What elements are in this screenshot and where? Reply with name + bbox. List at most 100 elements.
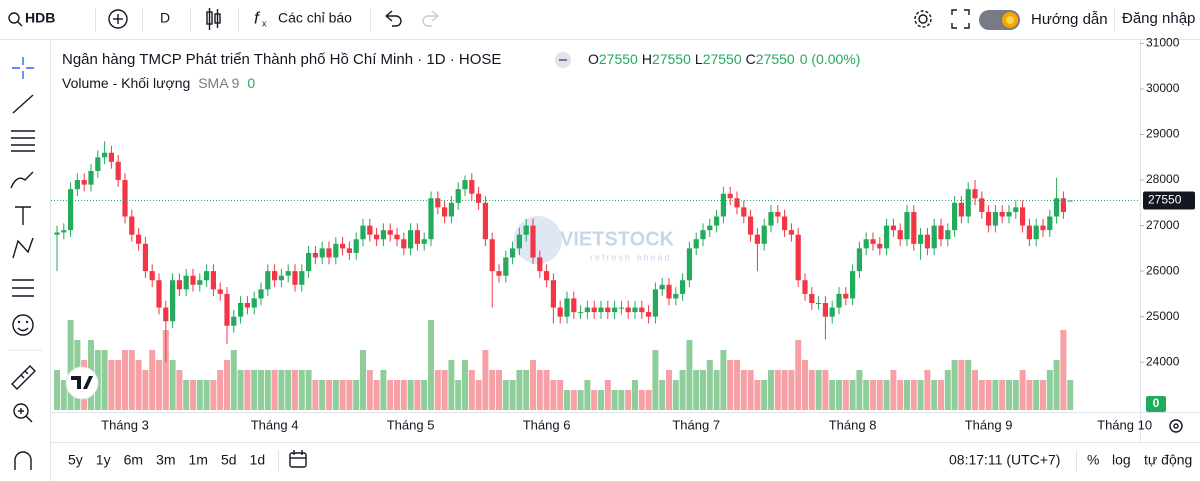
volume-bar: [924, 370, 931, 410]
range-button[interactable]: 5d: [221, 452, 237, 468]
candle-body: [210, 271, 216, 290]
settings-button[interactable]: [914, 10, 932, 28]
volume-bar: [802, 360, 808, 410]
volume-bar: [67, 320, 74, 410]
undo-button[interactable]: [385, 10, 402, 27]
ruler-tool[interactable]: [11, 365, 36, 390]
magnet-tool[interactable]: [14, 451, 32, 470]
volume-bar: [285, 370, 292, 410]
range-button[interactable]: 6m: [124, 452, 143, 468]
candle-body: [74, 180, 80, 190]
volume-bar: [346, 380, 353, 410]
hide-button[interactable]: [555, 52, 571, 68]
range-button[interactable]: 3m: [156, 452, 175, 468]
auto-toggle[interactable]: tự động: [1144, 452, 1192, 468]
text-tool[interactable]: [15, 206, 31, 225]
fib-tool[interactable]: [11, 130, 35, 152]
crosshair-tool[interactable]: [12, 57, 34, 79]
interval[interactable]: D: [160, 10, 170, 26]
candle-body: [734, 198, 740, 208]
candle-body: [81, 180, 87, 185]
candle-body: [285, 271, 291, 276]
theme-toggle[interactable]: [979, 10, 1020, 30]
candle-body: [442, 207, 448, 217]
icon-tool[interactable]: [12, 314, 34, 336]
range-button[interactable]: 1m: [189, 452, 208, 468]
ohlc-prefix: L: [695, 51, 703, 67]
compare-button[interactable]: [108, 9, 128, 29]
range-button[interactable]: 1y: [96, 452, 111, 468]
candle-body: [557, 307, 563, 317]
redo-button[interactable]: [422, 10, 439, 27]
range-button[interactable]: 1d: [250, 452, 266, 468]
candle-body: [999, 211, 1005, 217]
fullscreen-button[interactable]: [951, 9, 970, 29]
candle-body: [591, 307, 597, 313]
candle-body: [884, 225, 890, 249]
x-tick-label: Tháng 3: [101, 417, 149, 432]
candle-body: [972, 189, 978, 199]
candle-body: [258, 289, 264, 299]
guide-link[interactable]: Hướng dẫn: [1031, 11, 1108, 28]
volume-bar: [876, 380, 883, 410]
candle-body: [482, 202, 488, 240]
percent-toggle[interactable]: %: [1087, 452, 1099, 468]
candle-body: [530, 225, 536, 258]
ohlc-value: 27550: [599, 51, 638, 67]
candle-body: [578, 312, 584, 314]
candle-body: [435, 198, 441, 208]
symbol-search[interactable]: HDB: [8, 10, 55, 27]
volume-bar: [1026, 380, 1033, 410]
volume-bar: [400, 380, 407, 410]
volume-bar: [611, 390, 618, 410]
date-range-button[interactable]: [289, 450, 307, 468]
range-button[interactable]: 5y: [68, 452, 83, 468]
volume-bar: [1006, 380, 1012, 410]
candle-body: [741, 207, 747, 217]
pattern-tool[interactable]: [12, 237, 34, 259]
candle-body: [788, 230, 794, 235]
candle-body: [673, 293, 679, 299]
candle-body: [183, 275, 189, 290]
log-toggle[interactable]: log: [1112, 452, 1131, 468]
volume-bar: [890, 370, 897, 410]
svg-text:f: f: [254, 8, 261, 27]
candle-body: [938, 225, 944, 240]
symbol[interactable]: HDB: [25, 10, 55, 26]
candle-body: [414, 230, 420, 244]
candle-body: [61, 230, 67, 233]
login-link[interactable]: Đăng nhập: [1122, 10, 1195, 27]
volume-bar: [598, 390, 604, 410]
candle-body: [387, 230, 393, 235]
candle-body: [142, 243, 148, 272]
volume-bar: [373, 380, 380, 410]
candle-body: [462, 180, 468, 190]
chart-type-button[interactable]: [206, 8, 221, 30]
trend-line-tool[interactable]: [12, 94, 34, 114]
volume-legend: Volume - Khối lượng SMA 9 0: [62, 75, 255, 91]
candle-body: [897, 230, 903, 240]
prediction-tool[interactable]: [12, 279, 34, 297]
volume-bar: [1046, 370, 1053, 410]
candle-body: [911, 211, 917, 244]
zoom-tool[interactable]: [13, 403, 33, 423]
volume-bar: [754, 380, 761, 410]
brush-tool[interactable]: [10, 171, 34, 189]
ohlc-legend: O27550 H27550 L27550 C27550 0 (0.00%): [588, 51, 860, 67]
volume-bar: [781, 370, 788, 410]
y-tick-label: 29000: [1146, 127, 1180, 141]
time-axis-settings[interactable]: [1169, 419, 1183, 433]
candle-body: [686, 248, 692, 281]
candle-body: [190, 275, 196, 285]
candle-body: [775, 211, 781, 217]
y-tick-label: 27000: [1146, 218, 1180, 232]
indicators[interactable]: Các chỉ báo: [278, 10, 352, 26]
volume-bar: [652, 350, 659, 410]
candle-body: [489, 239, 495, 272]
volume-bar: [917, 380, 924, 410]
candle-body: [924, 234, 930, 249]
volume-bar: [1012, 380, 1019, 410]
volume-bar: [958, 360, 965, 410]
